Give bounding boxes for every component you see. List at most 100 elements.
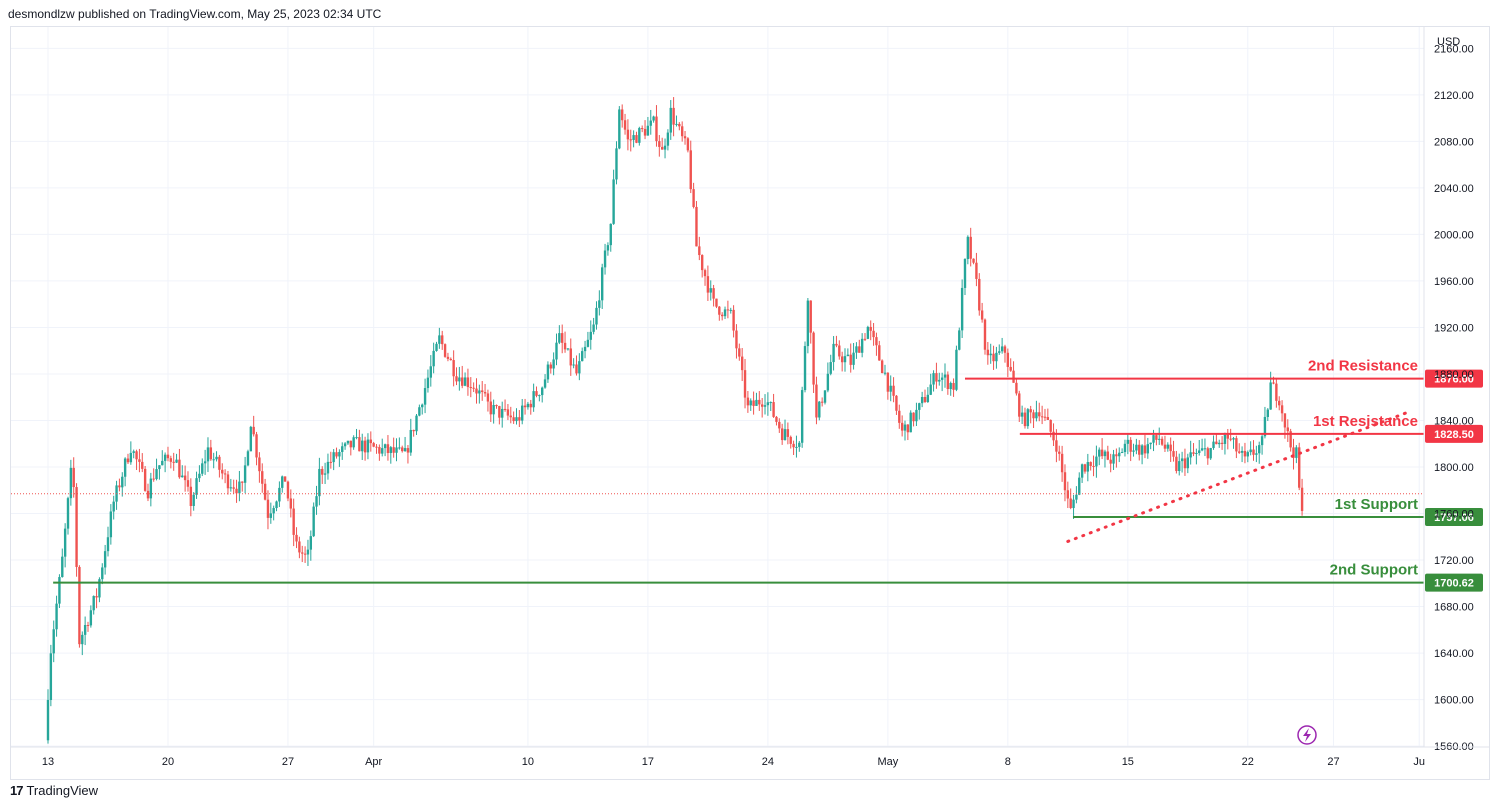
candle-body (603, 250, 607, 268)
candle-body (69, 467, 73, 499)
candle-body (441, 335, 444, 345)
y-tick-label: 1880.00 (1434, 369, 1474, 381)
candle-body (789, 436, 792, 444)
candle-body (463, 377, 467, 386)
y-tick-label: 1800.00 (1434, 462, 1474, 474)
x-tick-label: May (877, 756, 898, 768)
candle-body (949, 383, 952, 390)
candle-body (1226, 434, 1230, 439)
candle-body (1229, 438, 1232, 440)
candle-body (246, 451, 250, 466)
candle-body (201, 463, 204, 474)
candle-body (266, 499, 270, 518)
candle-body (235, 488, 238, 494)
candle-body (1112, 454, 1115, 464)
candle-body (940, 377, 944, 380)
candle-body (1058, 451, 1061, 454)
chart-frame[interactable] (10, 26, 1490, 780)
candle-body (143, 468, 147, 491)
candle-body (1146, 444, 1150, 454)
candle-body (960, 287, 964, 331)
candle-body (206, 447, 210, 462)
candle-body (749, 400, 752, 406)
candle-body (515, 417, 518, 422)
candle-body (229, 487, 233, 489)
candle-body (1280, 405, 1284, 414)
candle-body (863, 338, 867, 340)
candle-body (600, 267, 604, 301)
y-tick-label: 2160.00 (1434, 43, 1474, 55)
candle-body (1012, 370, 1015, 383)
y-tick-label: 2000.00 (1434, 229, 1474, 241)
candle-body (163, 454, 167, 461)
x-tick-label: Ju (1413, 756, 1425, 768)
candle-body (783, 429, 787, 441)
candle-body (929, 384, 932, 395)
candle-body (255, 434, 258, 458)
candle-body (438, 335, 441, 344)
candle-body (369, 439, 373, 444)
time-axis[interactable]: 13 20 27 Apr 10 17 24 May 8 15 22 27 Ju (11, 746, 1490, 768)
candle-body (675, 123, 678, 125)
candle-body (286, 481, 290, 499)
candle-body (843, 356, 847, 363)
candle-body (312, 506, 315, 537)
candle-body (186, 480, 190, 487)
candle-body (243, 465, 247, 483)
candle-body (166, 454, 170, 459)
x-tick-label: 17 (642, 756, 654, 768)
candle-body (426, 377, 430, 389)
candles (46, 97, 1304, 744)
price-axis[interactable]: 1560.001600.001640.001680.001720.001760.… (1423, 27, 1474, 753)
candle-body (860, 338, 864, 353)
candle-body (1249, 449, 1252, 453)
candle-body (406, 448, 410, 453)
candle-body (766, 402, 770, 406)
candle-body (986, 349, 990, 356)
y-tick-label: 2040.00 (1434, 183, 1474, 195)
candle-body (432, 350, 435, 367)
brand-footer[interactable]: 17 TradingView (10, 783, 98, 798)
candle-body (289, 498, 293, 509)
candle-body (575, 364, 578, 374)
candle-body (378, 447, 381, 454)
candle-body (1195, 452, 1198, 454)
candle-body (1095, 456, 1098, 467)
y-tick-label: 2080.00 (1434, 136, 1474, 148)
candle-body (778, 421, 781, 429)
candle-body (358, 437, 361, 452)
candle-body (1060, 453, 1064, 473)
candle-body (1298, 447, 1301, 488)
candle-body (1220, 442, 1224, 444)
flash-icon-bolt (1303, 728, 1311, 742)
candle-body (1169, 444, 1172, 452)
flash-icon[interactable] (1297, 725, 1317, 745)
x-tick-label: Apr (365, 756, 382, 768)
candle-body (375, 446, 378, 448)
candle-body (823, 390, 827, 403)
candle-body (758, 399, 761, 405)
candle-body (798, 442, 801, 447)
candle-body (498, 406, 501, 418)
candle-body (1143, 445, 1147, 454)
candle-body (183, 475, 187, 481)
candle-body (161, 460, 164, 466)
candle-body (295, 534, 298, 542)
candle-body (855, 346, 858, 353)
candle-body (83, 625, 87, 635)
candle-body (586, 339, 590, 347)
candle-body (175, 459, 178, 463)
x-tick-label: 20 (162, 756, 174, 768)
candle-body (423, 388, 427, 405)
candle-body (86, 625, 90, 627)
candle-body (261, 471, 264, 484)
candle-body (1186, 457, 1190, 469)
candle-body (1078, 477, 1081, 495)
candle-body (763, 405, 767, 407)
candle-body (775, 416, 778, 422)
x-tick-label: 27 (282, 756, 294, 768)
candle-body (1180, 458, 1184, 462)
candle-body (1055, 440, 1058, 452)
candle-body (303, 553, 307, 555)
